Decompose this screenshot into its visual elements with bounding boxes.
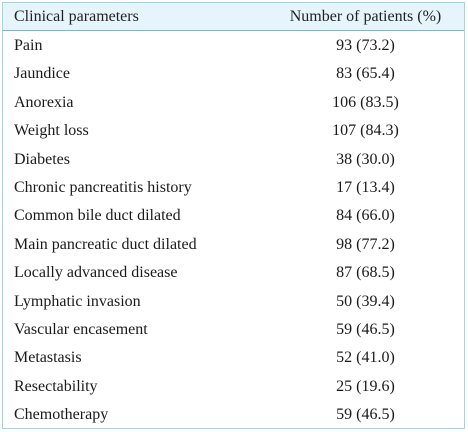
parameter-cell: Diabetes [14,150,70,168]
patients-cell: 107 (84.3) [332,122,399,140]
table-row: Diabetes 38 (30.0) [3,145,464,173]
parameter-cell: Metastasis [14,349,82,367]
parameter-cell: Common bile duct dilated [14,207,181,225]
header-clinical-parameters: Clinical parameters [14,8,139,25]
patients-cell: 52 (41.0) [336,349,395,367]
table-row: Anorexia 106 (83.5) [3,88,464,116]
parameter-cell: Jaundice [14,65,70,83]
table-row: Common bile duct dilated 84 (66.0) [3,201,464,229]
header-number-of-patients: Number of patients (%) [289,8,442,25]
patients-cell: 98 (77.2) [336,235,395,253]
table-row: Weight loss 107 (84.3) [3,116,464,144]
parameter-cell: Main pancreatic duct dilated [14,235,197,253]
table-row: Pain 93 (73.2) [3,31,464,59]
table-row: Jaundice 83 (65.4) [3,59,464,87]
patients-cell: 93 (73.2) [336,37,395,54]
patients-cell: 59 (46.5) [336,406,395,424]
table-row: Lymphatic invasion 50 (39.4) [3,287,464,315]
table-row: Metastasis 52 (41.0) [3,343,464,371]
table-row: Chemotherapy 59 (46.5) [3,400,464,428]
patients-cell: 38 (30.0) [336,150,395,168]
clinical-parameters-table: Clinical parameters Number of patients (… [2,2,465,429]
patients-cell: 83 (65.4) [336,65,395,83]
table-body: Pain 93 (73.2) Jaundice 83 (65.4) Anorex… [3,31,464,428]
parameter-cell: Chronic pancreatitis history [14,178,192,196]
parameter-cell: Anorexia [14,93,74,111]
table-row: Resectability 25 (19.6) [3,372,464,400]
parameter-cell: Resectability [14,377,98,395]
parameter-cell: Vascular encasement [14,320,148,338]
patients-cell: 17 (13.4) [336,178,395,196]
patients-cell: 106 (83.5) [332,93,399,111]
table-row: Locally advanced disease 87 (68.5) [3,258,464,286]
parameter-cell: Lymphatic invasion [14,292,141,310]
patients-cell: 87 (68.5) [336,264,395,282]
parameter-cell: Chemotherapy [14,406,109,424]
patients-cell: 84 (66.0) [336,207,395,225]
patients-cell: 50 (39.4) [336,292,395,310]
table-row: Vascular encasement 59 (46.5) [3,315,464,343]
table-row: Main pancreatic duct dilated 98 (77.2) [3,230,464,258]
patients-cell: 59 (46.5) [336,320,395,338]
patients-cell: 25 (19.6) [336,377,395,395]
parameter-cell: Pain [14,37,43,54]
table-row: Chronic pancreatitis history 17 (13.4) [3,173,464,201]
table-header-row: Clinical parameters Number of patients (… [3,3,464,31]
parameter-cell: Weight loss [14,122,89,140]
parameter-cell: Locally advanced disease [14,264,178,282]
